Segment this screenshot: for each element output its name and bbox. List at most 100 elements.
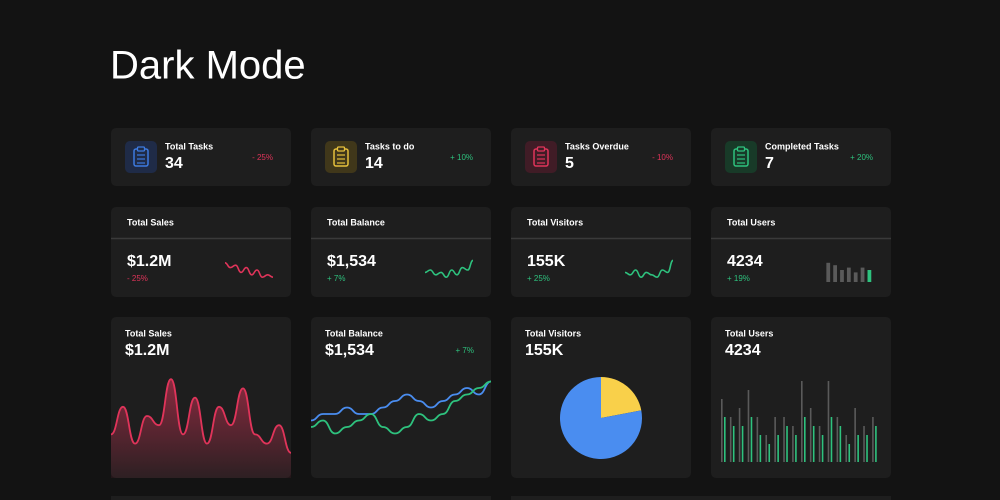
bar	[809, 408, 812, 462]
bar	[818, 426, 821, 462]
bar	[854, 408, 856, 462]
stat-label: Total Balance	[327, 217, 385, 227]
stat-label: Total Users	[727, 217, 775, 227]
card[interactable]	[311, 128, 491, 186]
bar	[836, 417, 839, 462]
bar	[812, 426, 815, 462]
area-fill	[111, 379, 291, 478]
task-label: Tasks to do	[365, 141, 415, 151]
bar	[827, 381, 830, 462]
bar	[795, 435, 797, 462]
line	[224, 262, 274, 279]
chart-value: 4234	[725, 342, 761, 359]
line	[624, 259, 674, 279]
pie-slice	[601, 377, 642, 418]
task-change: - 25%	[252, 153, 273, 162]
stat-label: Total Sales	[127, 217, 174, 227]
bar	[738, 408, 741, 462]
bar	[846, 267, 851, 282]
bar	[774, 417, 776, 462]
card[interactable]	[511, 207, 691, 297]
bar	[768, 444, 771, 462]
bar	[826, 262, 831, 282]
bar	[756, 417, 759, 462]
task-label: Completed Tasks	[765, 141, 839, 151]
stat-label: Total Visitors	[527, 217, 583, 227]
partial-card	[111, 496, 491, 500]
page-title: Dark Mode	[110, 44, 306, 88]
stat-value: 4234	[727, 253, 763, 270]
icon-clip	[136, 146, 146, 152]
task-value: 7	[765, 155, 774, 172]
bar	[839, 426, 842, 462]
icon-clip	[336, 146, 346, 152]
bar	[840, 270, 844, 282]
icon-clip	[736, 146, 746, 152]
bar	[867, 270, 872, 282]
bar	[741, 426, 744, 462]
icon-clip	[536, 146, 546, 152]
bar	[845, 435, 848, 462]
task-label: Tasks Overdue	[565, 141, 629, 151]
bar	[750, 417, 753, 462]
bar	[804, 417, 806, 462]
bar	[724, 417, 726, 462]
chart-label: Total Visitors	[525, 328, 581, 338]
card[interactable]	[711, 128, 891, 186]
icon-bg	[725, 141, 757, 173]
bar	[853, 272, 858, 282]
card[interactable]	[711, 207, 891, 297]
bar	[729, 417, 732, 462]
card[interactable]	[311, 207, 491, 297]
bar	[777, 435, 779, 462]
task-change: - 10%	[652, 153, 673, 162]
bar	[833, 265, 837, 282]
bar	[786, 426, 788, 462]
stat-value: $1.2M	[127, 253, 171, 270]
stat-change: + 7%	[327, 274, 345, 283]
chart-label: Total Balance	[325, 328, 383, 338]
bar	[866, 435, 868, 462]
line	[310, 380, 492, 422]
bar	[860, 267, 865, 282]
chart-change: + 7%	[456, 346, 474, 355]
bar	[863, 426, 865, 462]
chart-label: Total Sales	[125, 328, 172, 338]
bar	[783, 417, 785, 462]
bar	[872, 417, 874, 462]
line	[110, 378, 292, 454]
bar	[721, 399, 723, 462]
bar	[765, 435, 768, 462]
task-change: + 20%	[850, 153, 873, 162]
bar	[875, 426, 877, 462]
task-label: Total Tasks	[165, 141, 213, 151]
chart-value: $1.2M	[125, 342, 169, 359]
icon-bg	[125, 141, 157, 173]
card[interactable]	[511, 128, 691, 186]
bar	[830, 417, 833, 462]
icon-bg	[525, 141, 557, 173]
pie-slice	[560, 377, 642, 459]
bar	[821, 435, 824, 462]
stat-change: + 25%	[527, 274, 550, 283]
card[interactable]	[111, 128, 291, 186]
bar	[747, 390, 750, 462]
task-value: 14	[365, 155, 383, 172]
stat-value: 155K	[527, 253, 566, 270]
chart-value: $1,534	[325, 342, 374, 359]
bar	[857, 435, 859, 462]
bar	[792, 426, 794, 462]
card[interactable]	[111, 207, 291, 297]
stat-value: $1,534	[327, 253, 376, 270]
task-change: + 10%	[450, 153, 473, 162]
bar	[732, 426, 735, 462]
stat-change: + 19%	[727, 274, 750, 283]
stat-change: - 25%	[127, 274, 148, 283]
bar	[848, 444, 851, 462]
line	[310, 380, 492, 435]
task-value: 34	[165, 155, 183, 172]
chart-label: Total Users	[725, 328, 773, 338]
line	[424, 259, 474, 279]
task-value: 5	[565, 155, 574, 172]
